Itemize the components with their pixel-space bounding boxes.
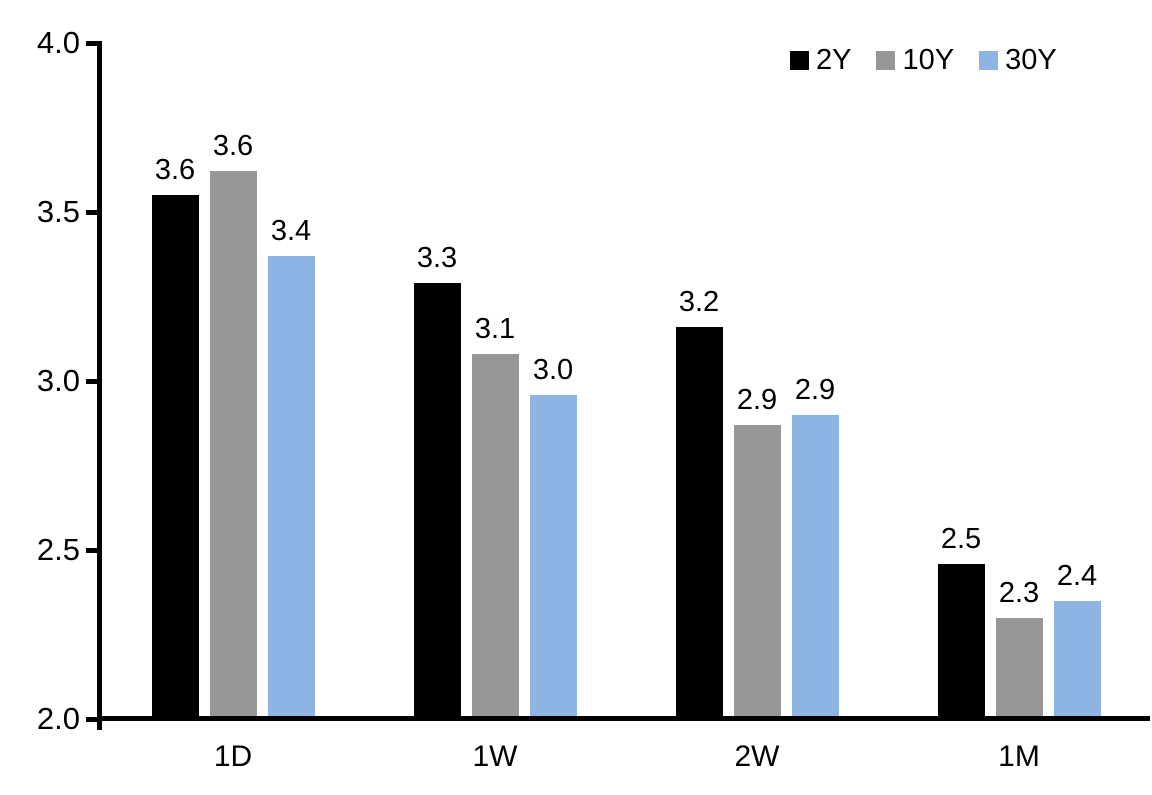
bar-30Y-1M	[1053, 600, 1101, 719]
bar-value-label: 2.9	[794, 373, 836, 406]
legend-item-10Y: 10Y	[876, 44, 954, 76]
bar-value-label: 3.1	[474, 312, 516, 345]
legend-label: 10Y	[902, 44, 955, 76]
legend-swatch-2Y	[790, 50, 809, 70]
legend-label: 2Y	[816, 44, 852, 76]
bar-value-label: 2.9	[736, 383, 778, 416]
y-tick-mark	[86, 717, 97, 722]
legend-label: 30Y	[1005, 44, 1057, 76]
bar-value-label: 3.0	[532, 353, 574, 386]
y-tick-label: 3.5	[36, 194, 80, 229]
bar-value-label: 2.4	[1056, 559, 1098, 592]
legend-item-2Y: 2Y	[790, 44, 851, 76]
legend-swatch-10Y	[876, 50, 896, 70]
bar-2Y-1W	[413, 282, 461, 719]
bar-value-label: 3.2	[678, 285, 720, 318]
bar-value-label: 3.3	[416, 241, 458, 274]
legend-swatch-30Y	[979, 50, 999, 70]
legend-item-30Y: 30Y	[979, 44, 1057, 76]
bar-2Y-2W	[675, 326, 723, 719]
y-tick-mark	[86, 379, 97, 384]
bar-value-label: 2.3	[998, 576, 1040, 609]
bar-30Y-1W	[529, 394, 577, 719]
bar-value-label: 3.6	[154, 154, 196, 187]
bar-value-label: 2.5	[940, 522, 982, 555]
x-tick-label: 1W	[472, 740, 518, 773]
y-tick-label: 2.0	[36, 701, 80, 736]
bar-30Y-2W	[791, 414, 839, 719]
x-tick-label: 1D	[213, 740, 253, 773]
bar-value-label: 3.4	[270, 214, 312, 247]
bar-30Y-1D	[267, 255, 315, 719]
y-tick-label: 2.5	[36, 532, 80, 567]
bar-10Y-1W	[471, 353, 519, 719]
y-tick-label: 4.0	[36, 25, 80, 60]
legend: 2Y 10Y 30Y	[790, 44, 1057, 76]
y-tick-mark	[86, 548, 97, 553]
x-origin-tick	[97, 721, 102, 730]
y-tick-label: 3.0	[36, 363, 80, 398]
x-axis	[97, 716, 1150, 721]
x-tick-label: 2W	[734, 740, 780, 773]
y-axis	[97, 41, 102, 722]
bar-10Y-1D	[209, 171, 257, 719]
bar-2Y-1M	[937, 563, 985, 719]
bar-value-label: 3.6	[212, 130, 254, 163]
bar-10Y-1M	[995, 617, 1043, 719]
y-tick-mark	[86, 41, 97, 46]
y-tick-mark	[86, 210, 97, 215]
x-tick-label: 1M	[998, 740, 1040, 773]
bar-2Y-1D	[151, 195, 199, 719]
bar-10Y-2W	[733, 424, 781, 719]
